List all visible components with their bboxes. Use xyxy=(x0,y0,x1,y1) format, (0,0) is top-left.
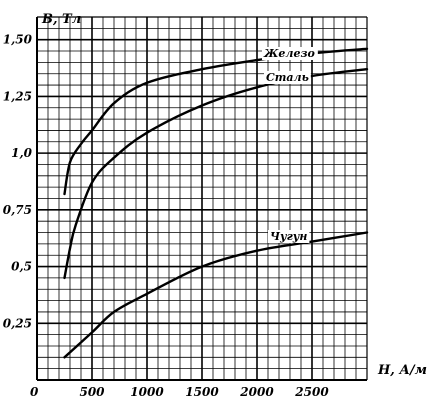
curve-cast-iron xyxy=(63,231,369,359)
series-label-bg xyxy=(268,230,310,243)
tick-labels: 500 1000 1500 2000 2500 0,25 0,5 0,75 1,0 1,25 1,5… xyxy=(3,33,330,399)
series-label: Сталь xyxy=(266,71,309,84)
curve-steel xyxy=(63,68,369,280)
y-tick-label: 1,25 xyxy=(3,89,32,103)
x-tick-label: 2500 xyxy=(294,385,329,399)
x-tick-label: 500 xyxy=(79,385,105,399)
origin-label: 0 xyxy=(30,385,39,399)
series-label: Чугун xyxy=(270,230,307,243)
y-tick-label: 0,5 xyxy=(11,260,32,274)
curves xyxy=(63,47,369,359)
x-axis-label: H, А/м xyxy=(377,363,427,378)
series-label-bg xyxy=(262,47,318,60)
curve-iron xyxy=(63,47,369,196)
axes xyxy=(36,16,368,381)
y-tick-label: 0,25 xyxy=(3,316,32,330)
y-tick-label: 1,0 xyxy=(11,146,33,160)
series-labels: Железо Сталь Чугун xyxy=(262,47,318,243)
series-label: Железо xyxy=(263,47,315,60)
y-tick-label: 0,75 xyxy=(3,203,32,217)
x-tick-label: 2000 xyxy=(239,385,274,399)
y-axis-label: B, Тл xyxy=(41,12,81,27)
series-label-bg xyxy=(264,71,311,84)
y-tick-label: 1,50 xyxy=(3,33,33,47)
x-tick-label: 1000 xyxy=(130,385,164,399)
x-tick-label: 1500 xyxy=(185,385,219,399)
